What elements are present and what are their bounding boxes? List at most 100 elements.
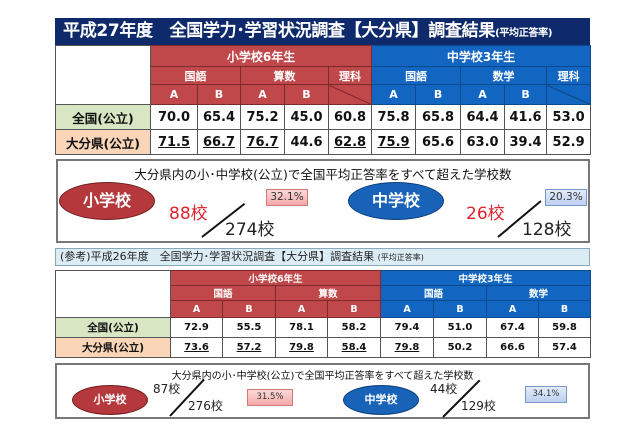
h26-title-bar: (参考)平成26年度 全国学力･学習状況調査【大分県】調査結果 (平均正答率) bbox=[55, 248, 590, 266]
row-label: 大分県(公立) bbox=[55, 129, 151, 155]
junior-high-percent: 20.3% bbox=[545, 189, 587, 206]
subject-header: 国語 bbox=[380, 285, 487, 301]
value-cell: 39.4 bbox=[504, 129, 548, 155]
row-label: 大分県(公立) bbox=[55, 337, 171, 358]
corner-cell bbox=[55, 45, 151, 105]
h26-title-note: (平均正答率) bbox=[377, 253, 424, 262]
subject-header: 国語 bbox=[150, 66, 241, 85]
h26-title: (参考)平成26年度 全国学力･学習状況調査【大分県】調査結果 bbox=[60, 250, 375, 263]
part-header: A bbox=[371, 84, 417, 105]
part-header: B bbox=[284, 84, 329, 105]
diagonal-cell bbox=[327, 84, 373, 105]
value-cell: 75.2 bbox=[240, 104, 285, 130]
value-cell: 51.0 bbox=[433, 317, 487, 338]
value-cell: 73.6 bbox=[170, 337, 223, 358]
value-cell: 64.4 bbox=[460, 104, 506, 130]
subject-header: 算数 bbox=[275, 285, 381, 301]
value-cell: 65.6 bbox=[415, 129, 462, 155]
value-cell: 66.7 bbox=[197, 129, 241, 155]
diagonal-cell bbox=[546, 84, 592, 105]
part-header: B bbox=[327, 300, 381, 318]
value-cell: 59.8 bbox=[538, 317, 591, 338]
value-cell: 65.8 bbox=[415, 104, 462, 130]
value-cell: 78.1 bbox=[275, 317, 328, 338]
group-header-junior-high: 中学校3年生 bbox=[371, 45, 592, 67]
h26-results-table: 小学校6年生 中学校3年生 国語 算数 国語 数学 A B A B A B A … bbox=[55, 270, 591, 358]
value-cell: 75.9 bbox=[371, 129, 417, 155]
part-header: B bbox=[504, 84, 548, 105]
elementary-count: 88校 bbox=[169, 204, 208, 224]
part-header: A bbox=[170, 300, 223, 318]
part-header: A bbox=[275, 300, 328, 318]
table-row-oita: 大分県(公立) 73.6 57.2 79.8 58.4 79.8 50.2 66… bbox=[55, 337, 591, 358]
part-header: B bbox=[415, 84, 462, 105]
junior-high-count: 44校 bbox=[430, 382, 458, 396]
value-cell: 55.5 bbox=[222, 317, 276, 338]
subject-header: 算数 bbox=[240, 66, 329, 85]
junior-high-badge: 中学校 bbox=[343, 385, 419, 415]
part-header: B bbox=[197, 84, 241, 105]
value-cell: 41.6 bbox=[504, 104, 548, 130]
subject-header: 国語 bbox=[170, 285, 276, 301]
junior-high-count: 26校 bbox=[466, 204, 505, 224]
group-header-elementary: 小学校6年生 bbox=[170, 270, 381, 286]
value-cell: 76.7 bbox=[240, 129, 285, 155]
value-cell: 62.8 bbox=[327, 129, 373, 155]
group-header-junior-high: 中学校3年生 bbox=[380, 270, 591, 286]
elementary-percent: 32.1% bbox=[266, 189, 308, 206]
elementary-badge: 小学校 bbox=[72, 385, 148, 415]
value-cell: 53.0 bbox=[546, 104, 592, 130]
h27-results-table: 小学校6年生 中学校3年生 国語 算数 理科 国語 数学 理科 A B A B … bbox=[55, 45, 592, 155]
part-header: A bbox=[240, 84, 285, 105]
h27-title-bar: 平成27年度 全国学力･学習状況調査【大分県】調査結果(平均正答率) bbox=[55, 18, 590, 45]
value-cell: 79.8 bbox=[275, 337, 328, 358]
value-cell: 58.4 bbox=[327, 337, 381, 358]
group-header-elementary: 小学校6年生 bbox=[149, 45, 373, 67]
value-cell: 57.4 bbox=[538, 337, 591, 358]
subject-header: 数学 bbox=[486, 285, 591, 301]
elementary-percent: 31.5% bbox=[247, 389, 293, 406]
corner-cell bbox=[55, 270, 171, 318]
elementary-total: 276校 bbox=[188, 399, 223, 413]
part-header: A bbox=[150, 84, 198, 105]
subject-header: 理科 bbox=[546, 66, 592, 85]
value-cell: 60.8 bbox=[327, 104, 373, 130]
value-cell: 66.6 bbox=[486, 337, 539, 358]
row-label: 全国(公立) bbox=[55, 104, 151, 130]
h27-summary-box: 大分県内の小･中学校(公立)で全国平均正答率をすべて超えた学校数 小学校 88校… bbox=[56, 159, 590, 243]
value-cell: 75.8 bbox=[371, 104, 417, 130]
part-header: B bbox=[433, 300, 487, 318]
elementary-count: 87校 bbox=[153, 382, 181, 396]
value-cell: 50.2 bbox=[433, 337, 487, 358]
row-label: 全国(公立) bbox=[55, 317, 171, 338]
value-cell: 52.9 bbox=[546, 129, 592, 155]
value-cell: 67.4 bbox=[486, 317, 539, 338]
table-row-oita: 大分県(公立) 71.5 66.7 76.7 44.6 62.8 75.9 65… bbox=[55, 129, 592, 155]
value-cell: 71.5 bbox=[150, 129, 198, 155]
elementary-badge: 小学校 bbox=[59, 182, 155, 220]
value-cell: 44.6 bbox=[284, 129, 329, 155]
part-header: B bbox=[538, 300, 591, 318]
junior-high-percent: 34.1% bbox=[525, 386, 567, 403]
h27-title: 平成27年度 全国学力･学習状況調査【大分県】調査結果 bbox=[63, 21, 496, 41]
subject-header: 理科 bbox=[327, 66, 373, 85]
value-cell: 72.9 bbox=[170, 317, 223, 338]
summary-heading: 大分県内の小･中学校(公立)で全国平均正答率をすべて超えた学校数 bbox=[134, 167, 512, 182]
junior-high-badge: 中学校 bbox=[348, 182, 444, 220]
value-cell: 65.4 bbox=[197, 104, 241, 130]
value-cell: 57.2 bbox=[222, 337, 276, 358]
part-header: A bbox=[460, 84, 506, 105]
value-cell: 63.0 bbox=[460, 129, 506, 155]
subject-header: 数学 bbox=[460, 66, 548, 85]
summary-heading: 大分県内の小･中学校(公立)で全国平均正答率をすべて超えた学校数 bbox=[171, 371, 474, 382]
h27-title-note: (平均正答率) bbox=[495, 28, 553, 39]
h26-summary-box: 大分県内の小･中学校(公立)で全国平均正答率をすべて超えた学校数 小学校 87校… bbox=[55, 363, 590, 419]
elementary-total: 274校 bbox=[225, 220, 275, 240]
value-cell: 45.0 bbox=[284, 104, 329, 130]
part-header: B bbox=[222, 300, 276, 318]
value-cell: 79.4 bbox=[380, 317, 434, 338]
table-row-national: 全国(公立) 72.9 55.5 78.1 58.2 79.4 51.0 67.… bbox=[55, 317, 591, 338]
value-cell: 70.0 bbox=[150, 104, 198, 130]
value-cell: 79.8 bbox=[380, 337, 434, 358]
junior-high-total: 128校 bbox=[522, 220, 572, 240]
